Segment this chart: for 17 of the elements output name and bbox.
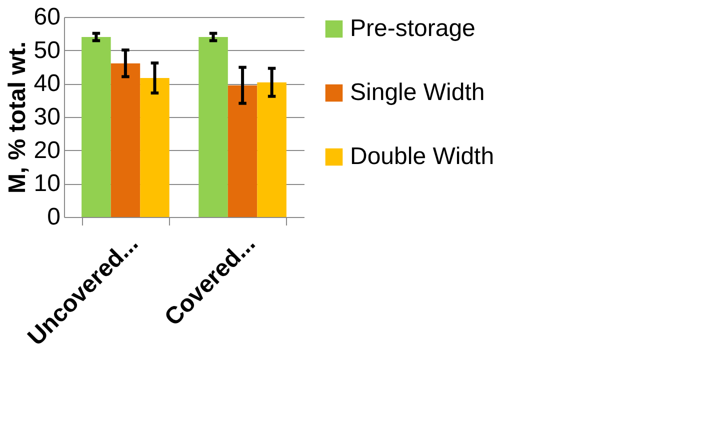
y-tick-label: 40 [34, 70, 60, 98]
legend-label: Pre-storage [350, 15, 476, 42]
legend-label: Double Width [350, 143, 494, 170]
y-tick-label: 10 [34, 170, 60, 198]
y-tick-label: 50 [34, 36, 60, 64]
bar [82, 37, 111, 217]
bar [257, 82, 286, 217]
bar [228, 85, 258, 217]
bar [140, 78, 170, 217]
bar [198, 37, 228, 217]
y-axis-title: M, % total wt. [4, 42, 31, 194]
bar [110, 63, 140, 217]
y-tick-label: 0 [47, 204, 60, 230]
y-tick-label: 20 [34, 136, 60, 164]
legend-label: Single Width [350, 79, 485, 106]
y-tick-label: 30 [34, 104, 60, 130]
y-tick-label: 60 [34, 4, 60, 30]
